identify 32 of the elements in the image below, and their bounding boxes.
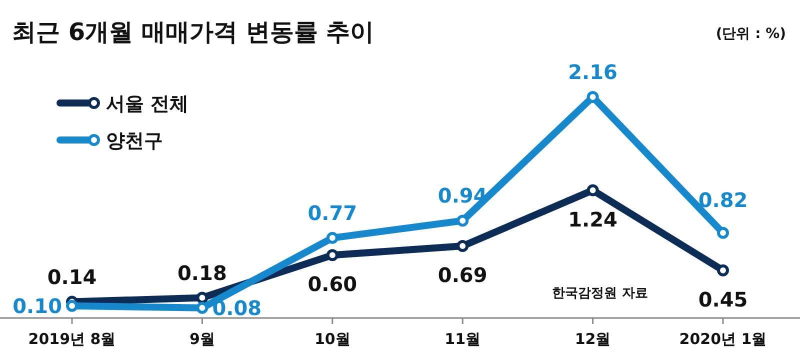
chart-title: 최근 6개월 매매가격 변동률 추이	[12, 18, 374, 46]
point	[456, 240, 469, 252]
data-label: 0.77	[308, 200, 358, 225]
data-label: 0.45	[698, 287, 748, 312]
x-tick-label: 9월	[189, 330, 215, 348]
x-tick-label: 2020년 1월	[679, 330, 767, 348]
point	[456, 214, 469, 227]
data-label: 0.82	[698, 188, 748, 212]
point	[196, 302, 208, 314]
point	[326, 232, 338, 244]
point	[717, 226, 729, 239]
data-label: 2.16	[568, 60, 618, 84]
text: (단위 : %)	[716, 26, 786, 42]
point	[66, 300, 78, 312]
point	[586, 91, 599, 103]
data-label: 0.60	[308, 272, 358, 296]
point	[326, 249, 338, 262]
data-label: 1.24	[568, 207, 618, 232]
x-tick-label: 12월	[574, 330, 611, 348]
data-label: 0.69	[438, 263, 488, 288]
x-tick-label: 10월	[314, 330, 350, 348]
point	[196, 292, 208, 304]
point	[717, 264, 729, 276]
point	[586, 184, 599, 196]
x-tick-label: 11월	[444, 330, 481, 348]
annotation: 한국감정원 자료	[552, 286, 648, 301]
legend-label: 서울 전체	[106, 93, 189, 115]
data-label: 0.14	[47, 264, 97, 289]
data-label: 0.18	[178, 260, 227, 285]
data-label: 0.10	[12, 294, 62, 318]
legend-label: 양천구	[106, 130, 163, 152]
x-tick-label: 2019년 8월	[28, 330, 116, 348]
